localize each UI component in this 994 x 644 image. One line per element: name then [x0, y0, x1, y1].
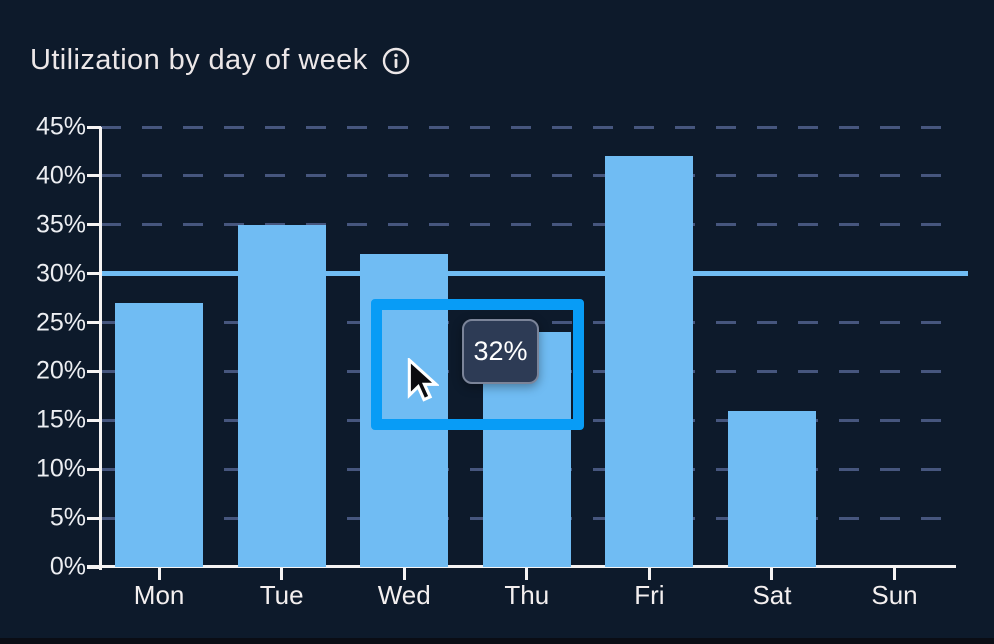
bar-fri[interactable]	[605, 156, 694, 567]
x-axis-label: Fri	[634, 580, 665, 610]
y-axis-tick	[87, 125, 101, 129]
y-axis-tick	[87, 321, 101, 325]
x-axis-tick	[893, 567, 897, 580]
y-axis-label: 30%	[35, 259, 86, 288]
y-axis-line	[99, 127, 102, 570]
y-axis-label: 0%	[49, 552, 86, 581]
window-bottom-edge	[0, 638, 994, 644]
x-axis-tick	[770, 567, 774, 580]
y-axis-tick	[87, 516, 101, 520]
bar-mon[interactable]	[115, 303, 204, 567]
x-axis-label: Tue	[259, 580, 304, 610]
bar-sat[interactable]	[727, 410, 816, 567]
y-axis-label: 20%	[35, 356, 86, 385]
x-axis-tick	[647, 567, 651, 580]
y-axis-label: 5%	[49, 503, 86, 532]
gridline-45	[101, 125, 959, 129]
gridline-40	[101, 174, 959, 178]
y-axis-tick	[87, 223, 101, 227]
x-axis-label: Mon	[133, 580, 185, 610]
info-icon[interactable]	[382, 47, 410, 75]
y-axis-tick	[87, 418, 101, 422]
x-axis-tick	[525, 567, 529, 580]
x-axis-label: Sun	[871, 580, 918, 610]
chart-header: Utilization by day of week	[30, 44, 410, 77]
y-axis-tick	[87, 174, 101, 178]
x-axis-tick	[157, 567, 161, 580]
chart-title: Utilization by day of week	[30, 44, 368, 76]
x-axis-tick	[402, 567, 406, 580]
tooltip: 32%	[462, 319, 539, 384]
y-axis-label: 45%	[35, 112, 86, 141]
gridline-35	[101, 223, 959, 227]
y-axis-label: 10%	[35, 454, 86, 483]
y-axis-label: 40%	[35, 161, 86, 190]
y-axis-tick	[87, 467, 101, 471]
x-axis-tick	[280, 567, 284, 580]
bar-tue[interactable]	[237, 224, 326, 567]
y-axis-label: 15%	[35, 405, 86, 434]
selection-box	[371, 299, 584, 430]
reference-line	[101, 271, 968, 277]
tooltip-value: 32%	[473, 336, 528, 366]
mouse-cursor-icon	[405, 356, 441, 408]
y-axis-label: 25%	[35, 308, 86, 337]
y-axis-tick	[87, 369, 101, 373]
y-axis-label: 35%	[35, 210, 86, 239]
x-axis-label: Sat	[752, 580, 792, 610]
y-axis-tick	[87, 272, 101, 276]
x-axis-label: Wed	[377, 580, 431, 610]
x-axis-label: Thu	[504, 580, 550, 610]
